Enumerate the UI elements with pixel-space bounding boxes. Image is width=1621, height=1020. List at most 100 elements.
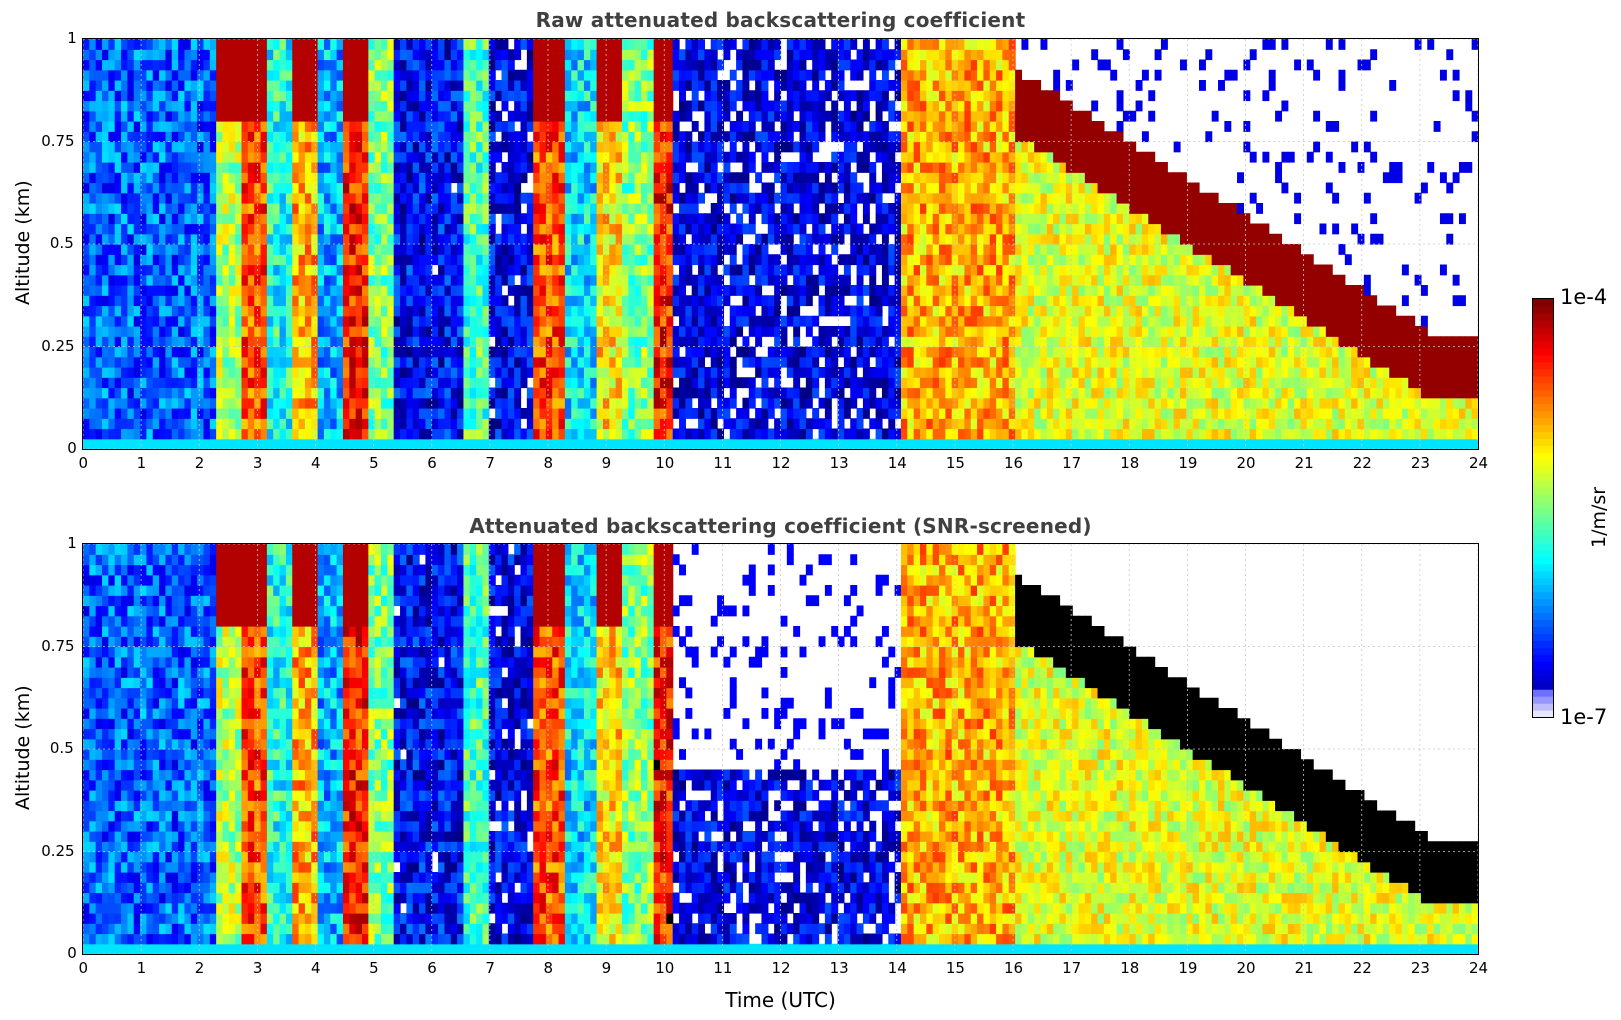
heatmap-cell bbox=[431, 233, 439, 245]
heatmap-cell bbox=[856, 285, 864, 296]
heatmap-cell bbox=[495, 80, 503, 91]
heatmap-cell bbox=[425, 336, 433, 348]
heatmap-cell bbox=[235, 305, 243, 317]
heatmap-cell bbox=[438, 336, 446, 348]
heatmap-cell bbox=[159, 428, 167, 440]
heatmap-cell bbox=[469, 69, 477, 81]
heatmap-cell bbox=[482, 182, 490, 194]
heatmap-cell bbox=[190, 39, 198, 50]
heatmap-cell bbox=[647, 264, 655, 276]
heatmap-cell bbox=[679, 203, 686, 214]
heatmap-cell bbox=[114, 377, 122, 389]
heatmap-cell bbox=[748, 356, 756, 368]
heatmap-cell bbox=[203, 418, 211, 430]
heatmap-cell bbox=[209, 90, 217, 102]
heatmap-cell bbox=[837, 233, 845, 245]
heatmap-cell bbox=[552, 397, 560, 409]
heatmap-cell bbox=[342, 69, 350, 81]
heatmap-cell bbox=[228, 305, 236, 317]
heatmap-cell bbox=[704, 428, 712, 440]
heatmap-cell bbox=[583, 377, 591, 389]
heatmap-cell bbox=[761, 264, 769, 276]
heatmap-cell bbox=[342, 110, 350, 122]
heatmap-cell bbox=[425, 233, 433, 245]
heatmap-cell bbox=[900, 315, 908, 327]
heatmap-cell bbox=[545, 418, 553, 430]
heatmap-cell bbox=[698, 418, 706, 430]
heatmap-cell bbox=[539, 387, 547, 399]
heatmap-cell bbox=[95, 408, 103, 419]
heatmap-cell bbox=[387, 90, 395, 102]
heatmap-cell bbox=[539, 100, 547, 112]
heatmap-cell bbox=[641, 418, 648, 430]
heatmap-cell bbox=[850, 223, 858, 235]
heatmap-cell bbox=[298, 141, 306, 153]
heatmap-cell bbox=[406, 233, 414, 245]
heatmap-cell bbox=[805, 90, 813, 102]
heatmap-cell bbox=[254, 151, 262, 163]
heatmap-cell bbox=[165, 408, 173, 419]
heatmap-cell bbox=[628, 244, 636, 255]
heatmap-cell bbox=[444, 121, 452, 132]
heatmap-cell bbox=[228, 80, 236, 91]
heatmap-cell bbox=[241, 121, 249, 132]
heatmap-cell bbox=[862, 377, 870, 389]
heatmap-cell bbox=[381, 131, 388, 143]
heatmap-cell bbox=[349, 295, 357, 307]
heatmap-cell bbox=[660, 438, 667, 449]
heatmap-cell bbox=[615, 233, 623, 245]
heatmap-cell bbox=[793, 438, 801, 449]
heatmap-cell bbox=[140, 182, 148, 194]
heatmap-cell bbox=[837, 367, 845, 378]
heatmap-cell bbox=[900, 336, 908, 348]
heatmap-cell bbox=[374, 387, 382, 399]
heatmap-cell bbox=[330, 438, 338, 449]
heatmap-cell bbox=[184, 151, 192, 163]
heatmap-cell bbox=[634, 80, 642, 91]
heatmap-cell bbox=[304, 244, 312, 255]
heatmap-cell bbox=[469, 233, 477, 245]
heatmap-cell bbox=[419, 367, 427, 378]
heatmap-cell bbox=[304, 264, 312, 276]
heatmap-cell bbox=[894, 428, 902, 440]
heatmap-cell bbox=[222, 336, 230, 348]
heatmap-cell bbox=[121, 203, 128, 214]
heatmap-cell bbox=[552, 346, 560, 358]
heatmap-cell bbox=[577, 387, 585, 399]
heatmap-cell bbox=[552, 244, 560, 255]
heatmap-cell bbox=[869, 377, 877, 389]
heatmap-cell bbox=[171, 428, 179, 440]
heatmap-cell bbox=[539, 305, 547, 317]
heatmap-cell bbox=[133, 100, 141, 112]
heatmap-cell bbox=[317, 131, 325, 143]
heatmap-cell bbox=[178, 387, 186, 399]
heatmap-cell bbox=[831, 274, 839, 286]
heatmap-cell bbox=[824, 274, 832, 286]
heatmap-cell bbox=[121, 172, 128, 184]
heatmap-cell bbox=[856, 192, 864, 204]
heatmap-cell bbox=[736, 121, 744, 132]
heatmap-cell bbox=[501, 131, 509, 143]
heatmap-cell bbox=[419, 141, 427, 153]
heatmap-cell bbox=[127, 100, 135, 112]
heatmap-cell bbox=[450, 408, 458, 419]
heatmap-cell bbox=[641, 305, 648, 317]
heatmap-cell bbox=[520, 305, 528, 317]
heatmap-cell bbox=[507, 418, 515, 430]
heatmap-cell bbox=[831, 367, 839, 378]
heatmap-cell bbox=[793, 285, 801, 296]
heatmap-cell bbox=[127, 172, 135, 184]
heatmap-cell bbox=[717, 254, 725, 266]
heatmap-cell bbox=[660, 244, 667, 255]
heatmap-cell bbox=[856, 264, 864, 276]
heatmap-cell bbox=[285, 244, 293, 255]
heatmap-cell bbox=[114, 438, 122, 449]
heatmap-cell bbox=[304, 172, 312, 184]
heatmap-cell bbox=[266, 438, 274, 449]
heatmap-cell bbox=[304, 285, 312, 296]
heatmap-cell bbox=[514, 110, 522, 122]
heatmap-cell bbox=[907, 90, 915, 102]
heatmap-cell bbox=[216, 305, 224, 317]
heatmap-cell bbox=[729, 377, 737, 389]
heatmap-cell bbox=[647, 223, 655, 235]
